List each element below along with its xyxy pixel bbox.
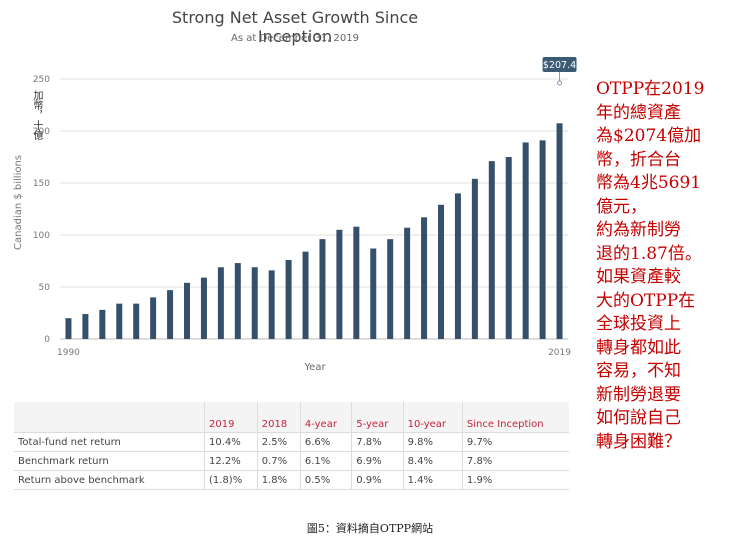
- bar: [150, 297, 157, 339]
- table-cell: 8.4%: [402, 451, 463, 471]
- bar: [268, 270, 275, 339]
- table-cell: 1.4%: [402, 470, 463, 490]
- row-label: Total-fund net return: [14, 432, 205, 452]
- table-cell: 6.6%: [299, 432, 352, 452]
- table-cell: 6.1%: [299, 451, 352, 471]
- note-line: 幣，折合台: [596, 149, 681, 170]
- table-row: Total-fund net return 10.4% 2.5% 6.6% 7.…: [14, 432, 569, 452]
- table-cell: 0.9%: [351, 470, 404, 490]
- bar: [539, 140, 546, 339]
- x-axis-label: Year: [304, 362, 326, 373]
- table-cell: 0.5%: [299, 470, 352, 490]
- row-label: Return above benchmark: [14, 470, 205, 490]
- note-line: 如果資產較: [596, 267, 681, 287]
- table-cell: 0.7%: [256, 451, 301, 471]
- note-line: 轉身都如此: [596, 337, 681, 358]
- bar: [488, 161, 495, 339]
- note-line: 退的1.87倍。: [596, 243, 702, 264]
- table-cell: 10.4%: [204, 432, 258, 452]
- table-cell: 6.9%: [351, 451, 404, 471]
- bar: [234, 263, 241, 339]
- note-line: 幣為4兆5691: [596, 173, 702, 193]
- table-cell: 9.7%: [461, 432, 569, 452]
- chart-subtitle: As at December 31, 2019: [230, 33, 360, 44]
- note-line: 新制勞退要: [596, 384, 681, 405]
- y-tick-label: 250: [33, 75, 50, 85]
- note-line: OTPP在2019: [596, 79, 705, 99]
- x-tick-label: 2019: [548, 348, 571, 358]
- bar: [421, 217, 428, 339]
- callout-box: [542, 57, 577, 72]
- table-cell: 7.8%: [461, 451, 569, 471]
- bar: [217, 267, 224, 339]
- bar: [167, 290, 174, 339]
- table-cell: 9.8%: [402, 432, 463, 452]
- note-line: 年的總資產: [596, 102, 681, 123]
- bar-chart: 0 50 100 150 200 250 1990 2019 $207.4: [33, 57, 577, 358]
- table-header: 4-year: [299, 402, 352, 433]
- y-axis-label: Canadian $ billions: [13, 154, 24, 250]
- bar: [353, 226, 360, 339]
- note-line: 億元，: [596, 196, 647, 217]
- y-axis-label-zh: 加幣，十億: [31, 90, 42, 140]
- note-line: 如何說自己: [596, 408, 681, 428]
- table-corner: [14, 402, 205, 433]
- x-tick-label: 1990: [57, 348, 80, 358]
- bar: [438, 204, 444, 339]
- bar: [99, 309, 106, 339]
- note-line: 大的OTPP在: [596, 290, 696, 311]
- table-header: 2018: [256, 402, 301, 433]
- bar: [370, 248, 377, 339]
- note-line: 轉身困難？: [596, 431, 681, 452]
- bar: [116, 303, 123, 339]
- table-header: Since Inception: [461, 402, 569, 433]
- bar: [319, 239, 326, 339]
- table-row: Return above benchmark (1.8)% 1.8% 0.5% …: [14, 470, 569, 490]
- note-line: 約為新制勞: [596, 220, 681, 240]
- chart-title: Strong Net Asset Growth Since Inception: [171, 8, 419, 46]
- table-header: 2019: [204, 402, 258, 433]
- table-header: 5-year: [351, 402, 404, 433]
- bar: [285, 259, 292, 339]
- table-cell: 7.8%: [351, 432, 404, 452]
- annotation-note: OTPP在2019 年的總資產為$2074億加 幣，折合台幣為4兆5691 億元， 約為…: [596, 78, 736, 454]
- note-line: 容易，不知: [596, 361, 681, 381]
- bar: [471, 178, 478, 339]
- callout-label: $207.4: [543, 60, 576, 71]
- bar: [336, 229, 343, 339]
- bar: [133, 303, 140, 339]
- y-tick-label: 0: [44, 335, 50, 345]
- bar: [505, 157, 512, 339]
- table-cell: 2.5%: [256, 432, 301, 452]
- y-tick-label: 200: [33, 127, 50, 137]
- bar: [404, 227, 411, 339]
- note-line: 全球投資上: [596, 314, 681, 334]
- table-cell: 12.2%: [204, 451, 258, 471]
- table-row: Benchmark return 12.2% 0.7% 6.1% 6.9% 8.…: [14, 451, 569, 471]
- table-cell: 1.8%: [256, 470, 301, 490]
- bar: [302, 251, 309, 339]
- bar: [454, 193, 461, 339]
- bar: [556, 123, 563, 339]
- bar: [184, 282, 190, 339]
- bar: [82, 314, 89, 339]
- bar: [522, 142, 529, 339]
- returns-table: 2019 2018 4-year 5-year 10-year Since In…: [14, 402, 569, 490]
- y-tick-label: 100: [33, 231, 50, 241]
- figure-caption: 圖5：資料摘自OTPP網站: [306, 522, 434, 535]
- table-cell: 1.9%: [461, 470, 569, 490]
- callout-dot: [557, 80, 563, 86]
- table-cell: (1.8)%: [204, 470, 258, 490]
- y-tick-label: 150: [33, 179, 50, 189]
- bar: [200, 277, 207, 339]
- table-header-row: 2019 2018 4-year 5-year 10-year Since In…: [14, 402, 569, 433]
- row-label: Benchmark return: [14, 451, 205, 471]
- note-line: 為$2074億加: [596, 126, 702, 146]
- y-tick-label: 50: [39, 283, 51, 293]
- bar: [251, 267, 258, 339]
- table-header: 10-year: [402, 402, 463, 433]
- bar: [387, 239, 394, 339]
- bar: [65, 318, 72, 339]
